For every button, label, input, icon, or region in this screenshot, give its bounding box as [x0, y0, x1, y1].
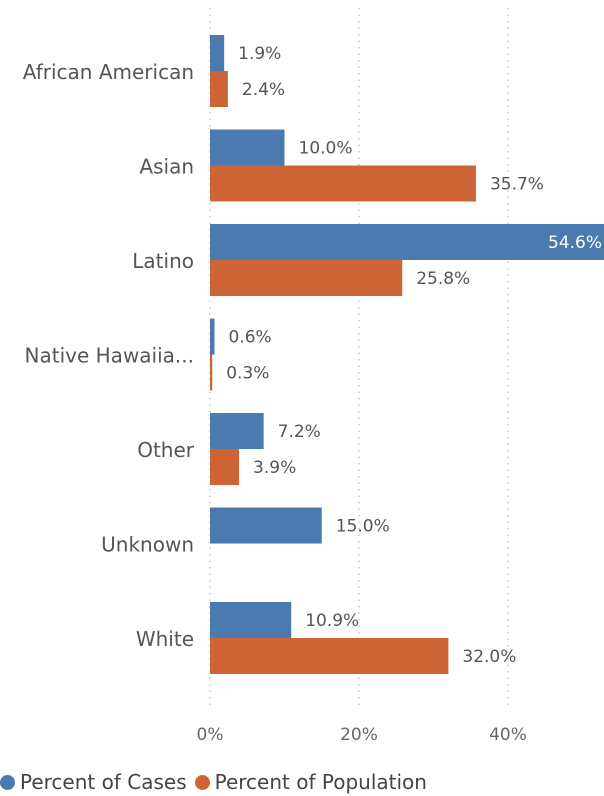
data-label-series0-6: 10.9% — [305, 611, 359, 631]
data-label-series1-4: 3.9% — [253, 458, 296, 478]
data-label-series0-5: 15.0% — [336, 517, 390, 537]
bar-series0-3[interactable] — [210, 318, 215, 355]
x-tick-label-1: 20% — [340, 725, 378, 745]
category-label-2: Latino — [132, 249, 194, 273]
data-label-series0-2: 54.6% — [548, 233, 602, 253]
data-label-series0-1: 10.0% — [299, 139, 353, 159]
legend-swatch-cases-icon — [0, 774, 15, 790]
data-label-series1-0: 2.4% — [242, 80, 285, 100]
bar-series1-0[interactable] — [210, 71, 228, 107]
data-label-series0-3: 0.6% — [228, 328, 271, 348]
bar-series0-6[interactable] — [210, 602, 292, 638]
legend-label-cases: Percent of Cases — [20, 770, 187, 794]
bar-series1-6[interactable] — [210, 638, 449, 674]
category-label-4: Other — [137, 438, 195, 462]
bar-series0-4[interactable] — [210, 413, 264, 449]
category-label-0: African American — [23, 60, 194, 84]
bar-series1-2[interactable] — [210, 260, 403, 296]
data-label-series1-2: 25.8% — [416, 269, 470, 289]
bar-series0-0[interactable] — [210, 35, 225, 71]
x-tick-label-2: 40% — [489, 725, 527, 745]
bar-series1-1[interactable] — [210, 165, 476, 202]
bar-series1-4[interactable] — [210, 449, 240, 485]
category-label-3: Native Hawaiia... — [25, 344, 194, 368]
legend-swatch-population-icon — [194, 774, 210, 790]
data-label-series0-0: 1.9% — [238, 44, 281, 64]
legend: Percent of Cases Percent of Population — [0, 768, 435, 796]
bar-series0-5[interactable] — [210, 507, 322, 544]
bar-series1-3[interactable] — [210, 354, 213, 391]
category-label-1: Asian — [139, 155, 194, 179]
data-label-series1-6: 32.0% — [462, 647, 516, 667]
bar-series0-2[interactable] — [210, 224, 604, 260]
category-label-5: Unknown — [101, 533, 194, 557]
x-tick-label-0: 0% — [197, 725, 224, 745]
legend-label-population: Percent of Population — [214, 770, 427, 794]
bar-series0-1[interactable] — [210, 129, 285, 166]
legend-item-cases[interactable]: Percent of Cases — [0, 770, 187, 794]
data-label-series1-1: 35.7% — [490, 175, 544, 195]
data-label-series1-3: 0.3% — [226, 364, 269, 384]
category-label-6: White — [136, 627, 194, 651]
data-label-series0-4: 7.2% — [278, 422, 321, 442]
legend-item-population[interactable]: Percent of Population — [194, 770, 427, 794]
